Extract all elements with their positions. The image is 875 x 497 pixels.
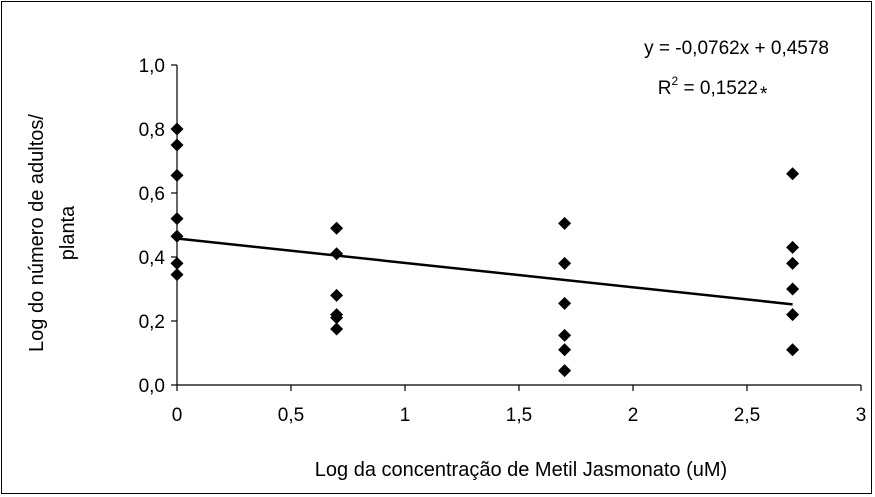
trendline [176, 237, 793, 306]
y-axis-label-line-2: planta [57, 205, 79, 260]
data-point [558, 216, 572, 230]
x-tick-label: 2,5 [734, 405, 760, 426]
data-point [786, 256, 800, 270]
data-points [170, 122, 800, 378]
data-point [170, 122, 184, 136]
data-point [170, 256, 184, 270]
r-squared-prefix: R [658, 78, 672, 99]
y-axis-label-line-1: Log do número de adultos/ [26, 114, 48, 352]
y-ticks: 0,0 0,2 0,4 0,6 0,8 1,0 [139, 56, 177, 397]
y-tick-label: 0,8 [139, 120, 165, 141]
data-point [170, 138, 184, 152]
r-squared: R2 = 0,1522 [658, 74, 758, 99]
data-point [558, 364, 572, 378]
data-point [786, 282, 800, 296]
x-tick-label: 0 [172, 405, 183, 426]
data-point [330, 247, 344, 261]
y-tick-label: 0,6 [139, 184, 165, 205]
y-tick-label: 1,0 [139, 56, 165, 77]
data-point [330, 221, 344, 235]
y-tick-label: 0,4 [139, 248, 166, 269]
x-tick-label: 0,5 [278, 405, 304, 426]
r-squared-value: = 0,1522 [678, 78, 758, 99]
data-point [170, 212, 184, 226]
data-point [558, 328, 572, 342]
data-point [558, 296, 572, 310]
data-point [330, 322, 344, 336]
axes [176, 65, 861, 386]
data-point [330, 311, 344, 325]
data-point [558, 256, 572, 270]
data-point [170, 229, 184, 243]
x-tick-label: 3 [856, 405, 867, 426]
data-point [170, 168, 184, 182]
x-tick-label: 1,5 [506, 405, 532, 426]
data-point [170, 268, 184, 282]
data-point [330, 288, 344, 302]
data-point [786, 308, 800, 322]
data-point [786, 167, 800, 181]
data-point [558, 343, 572, 357]
x-ticks: 0 0,5 1 1,5 2 2,5 3 [172, 385, 867, 426]
r-squared-sup: 2 [672, 74, 679, 88]
data-point [786, 343, 800, 357]
data-point [786, 240, 800, 254]
trend-equation: y = -0,0762x + 0,4578 [644, 38, 829, 59]
y-tick-label: 0,0 [139, 376, 165, 397]
trend-line [176, 237, 793, 306]
x-tick-label: 1 [400, 405, 411, 426]
y-tick-label: 0,2 [139, 312, 165, 333]
x-axis-label: Log da concentração de Metil Jasmonato (… [315, 459, 727, 481]
significance-asterisk: * [760, 84, 768, 105]
x-tick-label: 2 [628, 405, 639, 426]
